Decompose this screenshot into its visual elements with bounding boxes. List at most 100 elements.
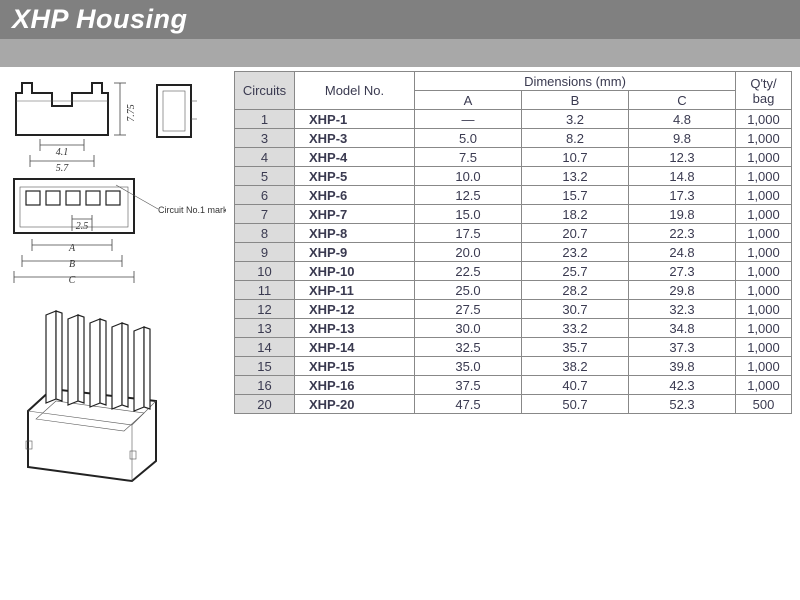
cell-qty: 1,000 [736,281,792,300]
svg-text:A: A [68,243,76,254]
table-body: 1XHP-1—3.24.81,0003XHP-35.08.29.81,0004X… [235,110,792,414]
cell-circuits: 6 [235,186,295,205]
cell-dim-b: 35.7 [522,338,629,357]
cell-dim-c: 37.3 [629,338,736,357]
cell-qty: 1,000 [736,129,792,148]
table-row: 16XHP-1637.540.742.31,000 [235,376,792,395]
cell-circuits: 10 [235,262,295,281]
cell-qty: 500 [736,395,792,414]
table-row: 6XHP-612.515.717.31,000 [235,186,792,205]
cell-model: XHP-12 [295,300,415,319]
cell-qty: 1,000 [736,262,792,281]
cell-dim-c: 24.8 [629,243,736,262]
cell-dim-a: 15.0 [415,205,522,224]
cell-dim-c: 14.8 [629,167,736,186]
table-row: 11XHP-1125.028.229.81,000 [235,281,792,300]
cell-qty: 1,000 [736,376,792,395]
cell-dim-c: 9.8 [629,129,736,148]
cell-model: XHP-4 [295,148,415,167]
cell-qty: 1,000 [736,243,792,262]
cell-model: XHP-16 [295,376,415,395]
cell-qty: 1,000 [736,338,792,357]
svg-text:7.75: 7.75 [126,104,137,122]
cell-dim-b: 3.2 [522,110,629,129]
cell-dim-c: 42.3 [629,376,736,395]
cell-qty: 1,000 [736,357,792,376]
cell-dim-c: 22.3 [629,224,736,243]
cell-dim-b: 8.2 [522,129,629,148]
cell-qty: 1,000 [736,186,792,205]
diagram-column: 7.75 4.1 5.7 [8,71,226,491]
cell-dim-b: 23.2 [522,243,629,262]
cell-model: XHP-14 [295,338,415,357]
cell-dim-a: 27.5 [415,300,522,319]
th-circuits: Circuits [235,72,295,110]
table-row: 15XHP-1535.038.239.81,000 [235,357,792,376]
table-row: 20XHP-2047.550.752.3500 [235,395,792,414]
table-row: 14XHP-1432.535.737.31,000 [235,338,792,357]
cell-dim-c: 29.8 [629,281,736,300]
table-row: 1XHP-1—3.24.81,000 [235,110,792,129]
cell-circuits: 11 [235,281,295,300]
cell-qty: 1,000 [736,224,792,243]
cell-model: XHP-3 [295,129,415,148]
cell-dim-c: 4.8 [629,110,736,129]
cell-dim-c: 34.8 [629,319,736,338]
cell-circuits: 9 [235,243,295,262]
cell-model: XHP-20 [295,395,415,414]
cell-dim-b: 50.7 [522,395,629,414]
cell-model: XHP-9 [295,243,415,262]
svg-text:4.1: 4.1 [56,147,69,158]
th-dim-a: A [415,91,522,110]
th-model: Model No. [295,72,415,110]
cell-dim-a: 25.0 [415,281,522,300]
cell-dim-a: — [415,110,522,129]
cell-dim-a: 47.5 [415,395,522,414]
cell-qty: 1,000 [736,300,792,319]
cell-dim-a: 5.0 [415,129,522,148]
cell-dim-b: 20.7 [522,224,629,243]
th-dimensions: Dimensions (mm) [415,72,736,91]
cell-qty: 1,000 [736,167,792,186]
cell-circuits: 13 [235,319,295,338]
cell-dim-a: 10.0 [415,167,522,186]
cell-circuits: 12 [235,300,295,319]
page-title: XHP Housing [0,0,800,39]
cell-model: XHP-1 [295,110,415,129]
cell-dim-b: 25.7 [522,262,629,281]
cell-qty: 1,000 [736,148,792,167]
table-row: 10XHP-1022.525.727.31,000 [235,262,792,281]
table-row: 5XHP-510.013.214.81,000 [235,167,792,186]
table-row: 13XHP-1330.033.234.81,000 [235,319,792,338]
diagram-side-profile: 7.75 4.1 5.7 [8,71,143,171]
cell-dim-a: 7.5 [415,148,522,167]
cell-circuits: 16 [235,376,295,395]
table-row: 4XHP-47.510.712.31,000 [235,148,792,167]
cell-circuits: 1 [235,110,295,129]
cell-dim-c: 39.8 [629,357,736,376]
cell-dim-a: 22.5 [415,262,522,281]
th-dim-c: C [629,91,736,110]
table-row: 8XHP-817.520.722.31,000 [235,224,792,243]
cell-model: XHP-8 [295,224,415,243]
cell-circuits: 3 [235,129,295,148]
table-row: 9XHP-920.023.224.81,000 [235,243,792,262]
subtitle-bar [0,39,800,67]
cell-qty: 1,000 [736,205,792,224]
diagram-end-view [147,71,207,171]
cell-circuits: 20 [235,395,295,414]
diagram-isometric [8,291,226,491]
cell-circuits: 5 [235,167,295,186]
dimensions-table: Circuits Model No. Dimensions (mm) Q'ty/… [234,71,792,491]
cell-qty: 1,000 [736,319,792,338]
cell-model: XHP-11 [295,281,415,300]
cell-dim-c: 17.3 [629,186,736,205]
cell-dim-b: 30.7 [522,300,629,319]
cell-dim-b: 28.2 [522,281,629,300]
cell-circuits: 15 [235,357,295,376]
cell-dim-a: 12.5 [415,186,522,205]
cell-dim-c: 32.3 [629,300,736,319]
cell-circuits: 7 [235,205,295,224]
diagram-front-view: Circuit No.1 mark 2.5 A B C [8,171,226,291]
cell-dim-b: 18.2 [522,205,629,224]
